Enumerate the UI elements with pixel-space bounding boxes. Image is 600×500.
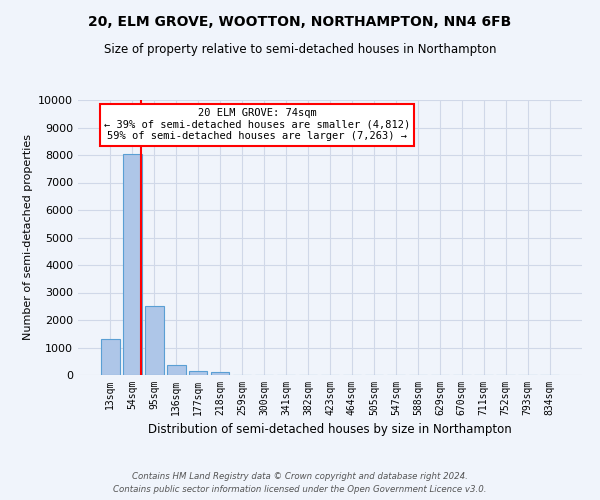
Text: Size of property relative to semi-detached houses in Northampton: Size of property relative to semi-detach… bbox=[104, 42, 496, 56]
Bar bbox=[145, 306, 164, 375]
Bar bbox=[123, 154, 142, 375]
Text: 20 ELM GROVE: 74sqm
← 39% of semi-detached houses are smaller (4,812)
59% of sem: 20 ELM GROVE: 74sqm ← 39% of semi-detach… bbox=[104, 108, 410, 142]
Text: Contains HM Land Registry data © Crown copyright and database right 2024.
Contai: Contains HM Land Registry data © Crown c… bbox=[113, 472, 487, 494]
Bar bbox=[101, 339, 119, 375]
Bar bbox=[167, 365, 185, 375]
Bar bbox=[189, 371, 208, 375]
Text: 20, ELM GROVE, WOOTTON, NORTHAMPTON, NN4 6FB: 20, ELM GROVE, WOOTTON, NORTHAMPTON, NN4… bbox=[88, 15, 512, 29]
X-axis label: Distribution of semi-detached houses by size in Northampton: Distribution of semi-detached houses by … bbox=[148, 424, 512, 436]
Y-axis label: Number of semi-detached properties: Number of semi-detached properties bbox=[23, 134, 32, 340]
Bar bbox=[211, 372, 229, 375]
